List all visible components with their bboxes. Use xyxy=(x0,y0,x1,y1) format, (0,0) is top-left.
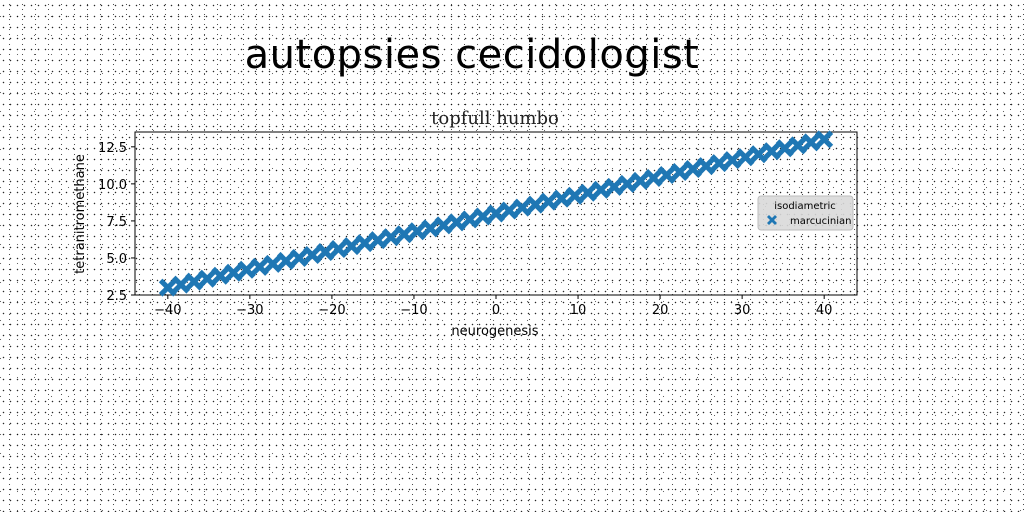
data-point xyxy=(355,234,374,253)
data-point xyxy=(815,130,834,149)
x-tick-label: 0 xyxy=(492,303,500,318)
data-point xyxy=(395,225,414,244)
data-point xyxy=(158,278,177,297)
data-points xyxy=(158,130,834,297)
data-point xyxy=(644,168,663,187)
data-point xyxy=(736,148,755,167)
data-point xyxy=(171,275,190,294)
data-point xyxy=(263,254,282,273)
data-point xyxy=(316,243,335,262)
data-point xyxy=(487,204,505,223)
data-point xyxy=(578,183,597,202)
data-point xyxy=(539,192,558,211)
x-axis: −40 −30 −20 −10 0 10 20 30 40 xyxy=(154,295,832,318)
x-tick-label: 30 xyxy=(734,303,751,318)
x-tick-label: −20 xyxy=(318,303,345,318)
data-point xyxy=(605,177,624,196)
data-point xyxy=(421,219,440,238)
data-point xyxy=(565,186,584,205)
data-point xyxy=(211,266,230,285)
y-tick-label: 5.0 xyxy=(106,252,127,267)
legend-box xyxy=(757,195,854,231)
data-point xyxy=(592,180,611,199)
y-tick-label: 10.0 xyxy=(98,178,127,193)
data-point xyxy=(381,228,400,247)
data-point xyxy=(198,269,217,288)
data-point xyxy=(657,165,676,184)
data-point xyxy=(329,240,348,259)
data-point xyxy=(618,174,637,193)
y-tick-label: 7.5 xyxy=(106,215,127,230)
y-axis: 2.5 5.0 7.5 10.0 12.5 xyxy=(98,141,135,304)
data-point xyxy=(697,157,716,176)
data-point xyxy=(290,248,309,267)
data-point xyxy=(237,260,256,279)
data-point xyxy=(788,136,807,155)
data-point xyxy=(250,257,269,276)
data-point xyxy=(342,237,361,256)
chart-title: topfull humbo xyxy=(431,108,559,129)
data-point xyxy=(303,245,322,264)
data-point xyxy=(552,189,571,208)
data-point xyxy=(185,272,204,291)
data-point xyxy=(434,216,453,235)
data-point xyxy=(775,139,794,158)
data-point xyxy=(631,171,650,190)
data-point xyxy=(526,195,545,214)
data-point xyxy=(447,213,466,232)
data-point xyxy=(513,198,532,217)
data-point xyxy=(224,263,243,282)
y-axis-label: tetranitromethane xyxy=(73,154,88,274)
data-point xyxy=(723,151,742,170)
page-title: autopsies cecidologist xyxy=(244,32,700,78)
data-point xyxy=(276,251,295,270)
data-point xyxy=(460,210,479,229)
x-tick-label: −30 xyxy=(236,303,263,318)
x-tick-label: −10 xyxy=(400,303,427,318)
data-point xyxy=(802,133,821,152)
legend-title: isodiametric xyxy=(774,201,836,212)
data-point xyxy=(500,201,519,220)
x-tick-label: −40 xyxy=(154,303,181,318)
data-point xyxy=(368,231,387,250)
data-point xyxy=(749,145,768,164)
x-tick-label: 40 xyxy=(816,303,833,318)
x-axis-label: neurogenesis xyxy=(451,324,538,339)
data-point xyxy=(408,222,427,241)
legend-label: marcucinian xyxy=(790,216,851,227)
y-tick-label: 12.5 xyxy=(98,141,127,156)
y-tick-label: 2.5 xyxy=(106,289,127,304)
data-point xyxy=(710,154,729,173)
legend: isodiametric marcucinian xyxy=(757,195,854,231)
x-tick-label: 20 xyxy=(652,303,669,318)
data-point xyxy=(670,163,689,182)
x-tick-label: 10 xyxy=(570,303,587,318)
data-point xyxy=(473,207,492,226)
data-point xyxy=(683,160,702,179)
legend-marker-x-icon xyxy=(767,215,777,225)
data-point xyxy=(762,142,781,161)
